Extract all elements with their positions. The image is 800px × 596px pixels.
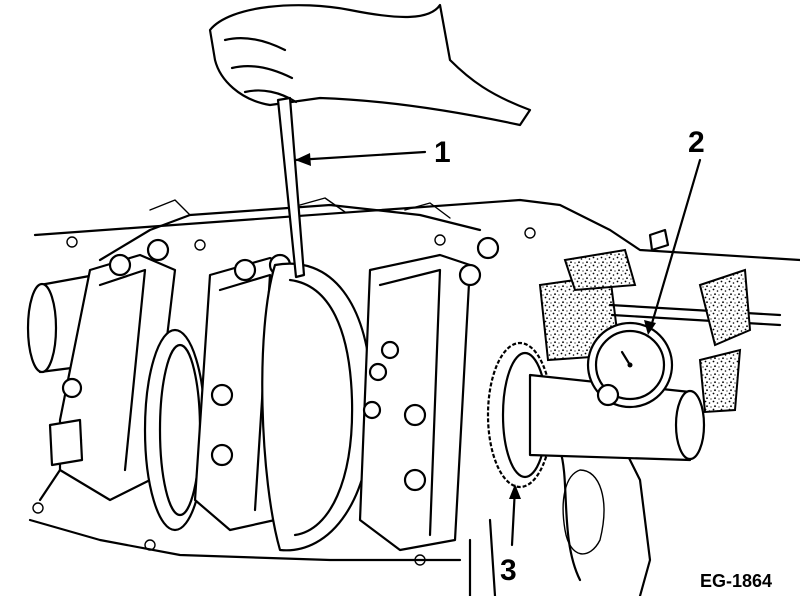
dial-indicator (586, 321, 674, 409)
figure-code: EG-1864 (700, 571, 772, 591)
pry-bar (276, 96, 306, 279)
callout-label: 1 (434, 136, 451, 169)
callout-leaders (294, 150, 702, 547)
bearing-cap-right (358, 236, 500, 552)
callout-label: 2 (688, 126, 705, 159)
callout-label: 3 (500, 554, 517, 587)
hand (208, 3, 532, 127)
counterweight (261, 262, 374, 552)
